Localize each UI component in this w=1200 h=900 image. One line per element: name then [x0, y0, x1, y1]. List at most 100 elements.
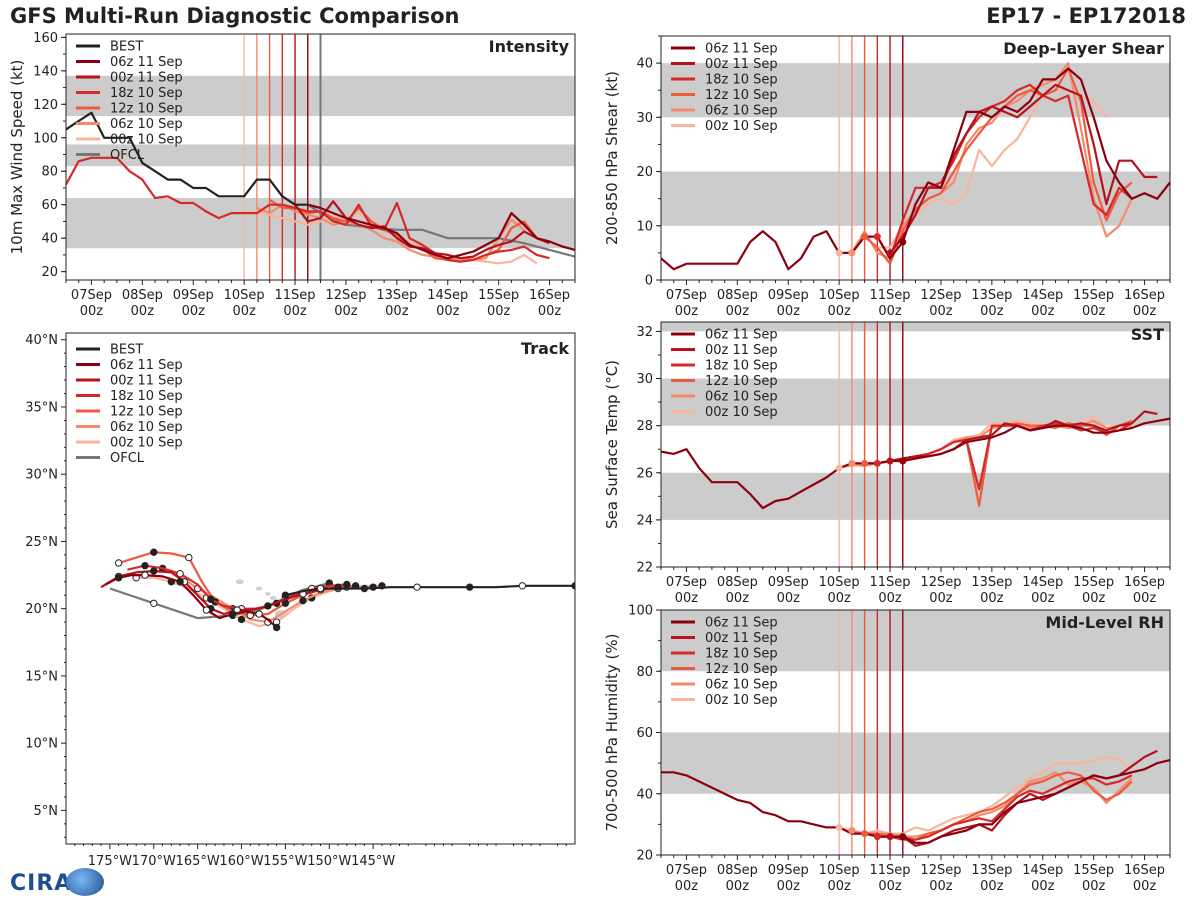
sst-band-0	[661, 472, 1170, 520]
shear-legend-label: 06z 10 Sep	[705, 104, 778, 119]
track-ytick-label: 30°N	[25, 468, 58, 483]
intensity-xtick-label: 00z	[487, 304, 511, 319]
sst-init-marker	[873, 459, 881, 467]
rh-legend-label: 00z 10 Sep	[705, 693, 778, 708]
shear-panel: 01020304007Sep00z08Sep00z09Sep00z10Sep00…	[603, 35, 1171, 319]
track-marker	[413, 583, 421, 591]
track-marker	[176, 570, 184, 578]
sst-xtick-label: 12Sep	[920, 575, 961, 590]
sst-init-marker	[861, 459, 869, 467]
sst-xtick-label: 00z	[675, 591, 699, 606]
sst-ytick-label: 32	[636, 325, 653, 340]
track-panel: 5°N 10°N 15°N 20°N 25°N 30°N 35°N 40°N 175°W 170°…	[25, 332, 576, 869]
track-legend-label: 06z 10 Sep	[110, 420, 183, 435]
sst-xtick-label: 00z	[777, 591, 801, 606]
shear-init-marker	[899, 238, 907, 246]
rh-plot-area	[661, 610, 1170, 855]
rh-xtick-label: 08Sep	[717, 863, 758, 878]
intensity-series-00z-11-sep	[294, 200, 550, 260]
track-xtick-label: 155°W	[263, 854, 307, 869]
island-shape	[269, 595, 277, 600]
track-marker	[114, 574, 123, 582]
shear-init-marker	[861, 233, 869, 241]
sst-xtick-label: 13Sep	[971, 575, 1012, 590]
track-xtick-label: 170°W	[132, 854, 176, 869]
track-marker	[150, 567, 158, 575]
rh-xtick-label: 12Sep	[920, 863, 961, 878]
shear-xtick-label: 00z	[878, 304, 902, 319]
shear-xtick-label: 07Sep	[666, 288, 707, 303]
sst-legend-label: 06z 10 Sep	[705, 390, 778, 405]
track-title: Track	[521, 339, 569, 358]
shear-xtick-label: 00z	[1031, 304, 1055, 319]
shear-init-marker	[835, 249, 843, 257]
rh-xtick-label: 10Sep	[819, 863, 860, 878]
shear-plot-area	[661, 36, 1170, 280]
intensity-xtick-label: 00z	[131, 304, 155, 319]
shear-xtick-label: 00z	[929, 304, 953, 319]
rh-band-1	[661, 610, 1170, 672]
sst-ytick-label: 28	[636, 419, 653, 434]
rh-xtick-label: 15Sep	[1073, 863, 1114, 878]
rh-ytick-label: 100	[628, 604, 653, 619]
sst-xtick-label: 08Sep	[717, 575, 758, 590]
intensity-ytick-label: 160	[33, 31, 58, 46]
intensity-xtick-label: 12Sep	[325, 288, 366, 303]
track-marker	[202, 606, 211, 614]
intensity-title: Intensity	[489, 37, 570, 56]
intensity-xtick-label: 14Sep	[427, 288, 468, 303]
rh-xtick-label: 13Sep	[971, 863, 1012, 878]
sst-band-2	[661, 322, 1170, 332]
shear-series-18z-10-sep	[876, 83, 1133, 260]
sst-legend-label: 00z 11 Sep	[705, 343, 778, 358]
shear-ytick-label: 0	[645, 274, 653, 289]
shear-xtick-label: 14Sep	[1022, 288, 1063, 303]
track-legend-label: BEST	[110, 343, 143, 358]
sst-ytick-label: 24	[636, 513, 653, 528]
intensity-xtick-label: 16Sep	[529, 288, 570, 303]
intensity-series-06z-11-sep	[307, 203, 575, 260]
sst-init-marker	[848, 459, 856, 467]
track-legend-label: 00z 11 Sep	[110, 374, 183, 389]
rh-series-12z-10-sep	[864, 771, 1133, 841]
sst-legend-label: 06z 11 Sep	[705, 328, 778, 343]
storm-id-title: EP17 - EP172018	[986, 4, 1186, 28]
intensity-xtick-label: 10Sep	[224, 288, 265, 303]
shear-init-marker	[848, 249, 856, 257]
track-xtick-label: 175°W	[88, 854, 132, 869]
rh-ylabel: 700-500 hPa Humidity (%)	[603, 633, 621, 831]
track-xtick-label: 150°W	[307, 854, 351, 869]
shear-xtick-label: 00z	[675, 304, 699, 319]
track-marker	[150, 548, 158, 556]
track-ytick-label: 5°N	[34, 804, 59, 819]
intensity-xtick-label: 00z	[232, 304, 256, 319]
track-ytick-label: 40°N	[25, 333, 58, 348]
intensity-xtick-label: 09Sep	[173, 288, 214, 303]
track-marker	[141, 571, 149, 579]
rh-legend-label: 06z 11 Sep	[705, 616, 778, 631]
cira-logo: CIRA	[10, 871, 73, 896]
intensity-xtick-label: 07Sep	[71, 288, 112, 303]
track-marker	[255, 610, 263, 618]
intensity-legend-label: 06z 11 Sep	[110, 55, 183, 70]
track-marker	[229, 610, 237, 618]
sst-legend-label: 12z 10 Sep	[705, 374, 778, 389]
shear-legend-label: 00z 10 Sep	[705, 119, 778, 134]
rh-title: Mid-Level RH	[1045, 613, 1164, 632]
sst-panel: 22242628303207Sep00z08Sep00z09Sep00z10Se…	[603, 321, 1171, 606]
rh-xtick-label: 00z	[929, 879, 953, 894]
rh-xtick-label: 11Sep	[870, 863, 911, 878]
track-marker	[185, 553, 193, 562]
shear-xtick-label: 12Sep	[920, 288, 961, 303]
track-marker	[343, 580, 351, 589]
track-xtick-label: 160°W	[219, 854, 263, 869]
shear-ytick-label: 20	[636, 165, 653, 180]
rh-series-06z-11-sep	[661, 759, 1170, 844]
rh-ytick-label: 80	[636, 665, 653, 680]
track-marker	[114, 559, 123, 567]
intensity-legend-label: 00z 11 Sep	[110, 71, 183, 86]
sst-xtick-label: 00z	[827, 591, 851, 606]
shear-title: Deep-Layer Shear	[1003, 39, 1164, 58]
rh-init-marker	[873, 833, 881, 841]
rh-panel: 2040608010007Sep00z08Sep00z09Sep00z10Sep…	[603, 604, 1171, 894]
